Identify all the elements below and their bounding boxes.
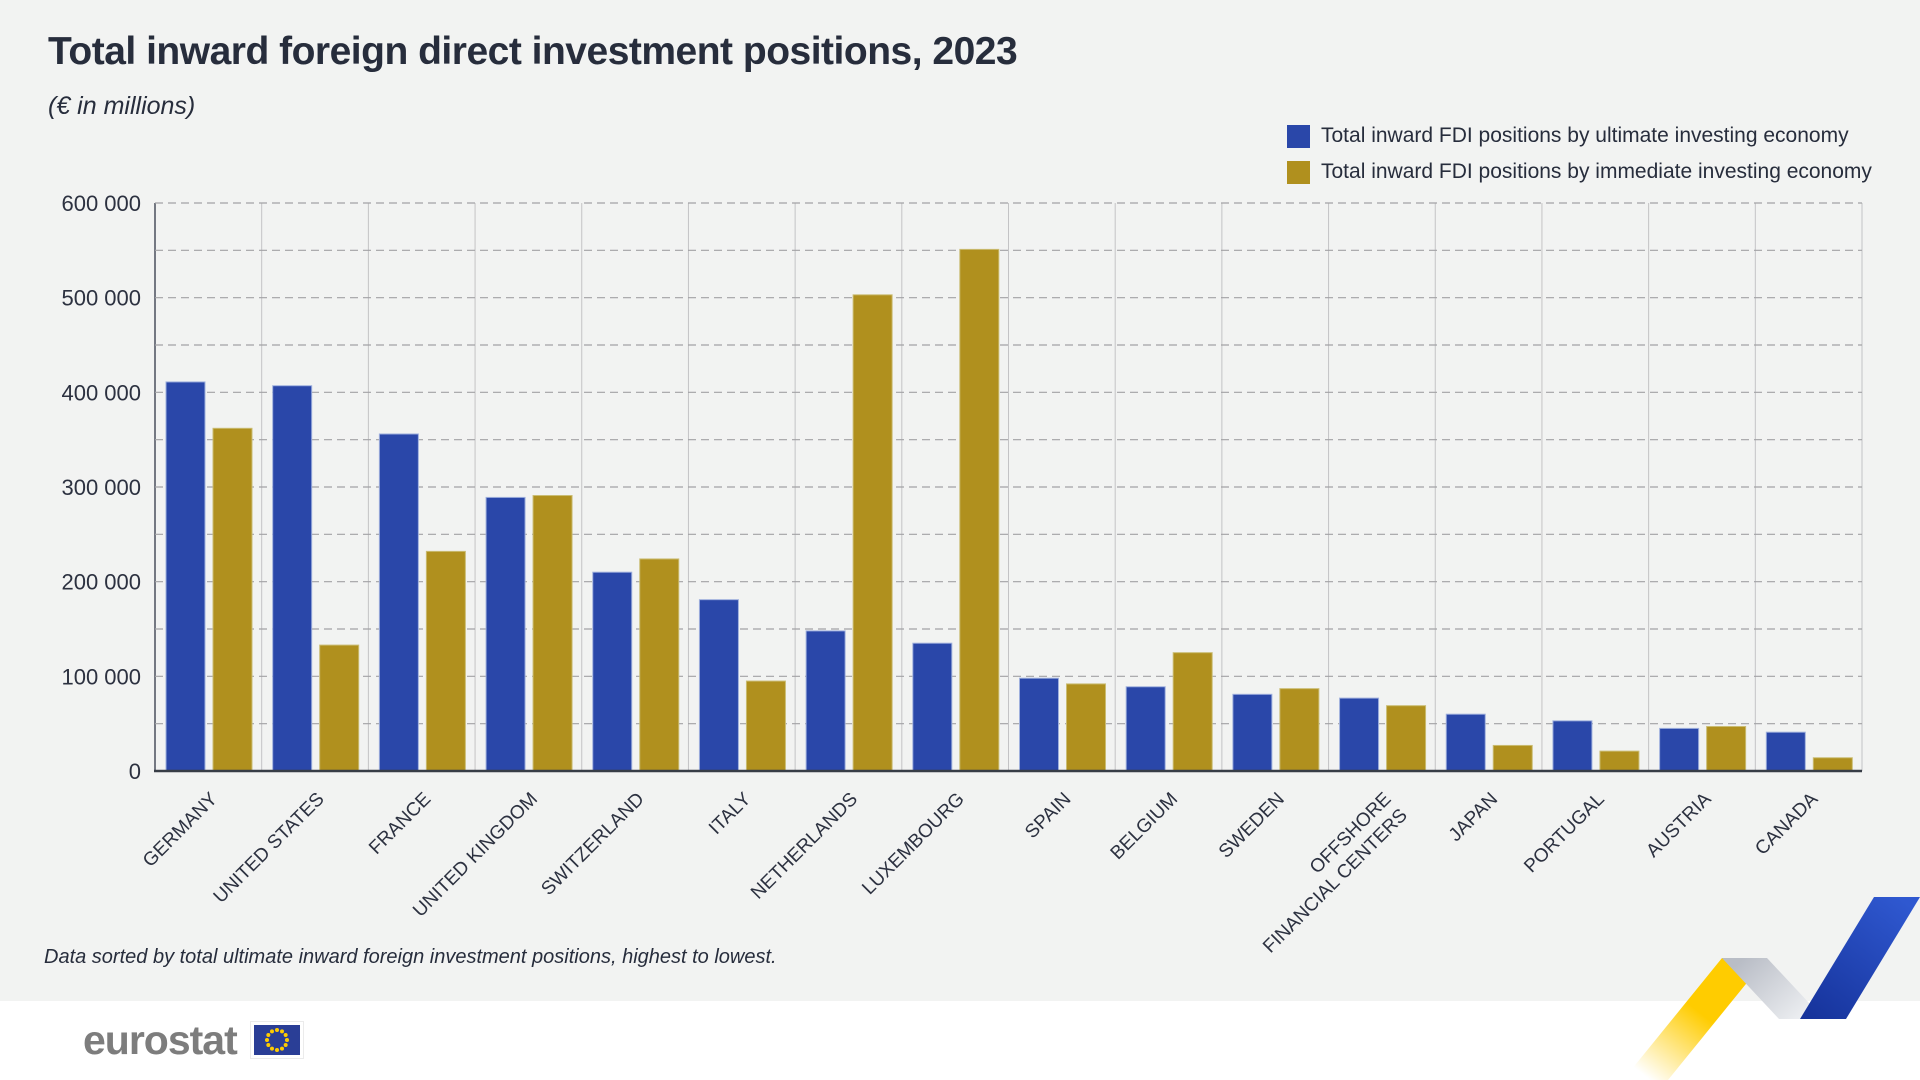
bar-immediate-14	[1706, 726, 1747, 772]
bar-ultimate-12	[1445, 713, 1486, 772]
eu-flag-star-icon	[274, 1028, 279, 1032]
bar-immediate-4	[639, 558, 680, 772]
bar-immediate-15	[1812, 757, 1853, 772]
eu-flag-star-icon	[279, 1046, 284, 1051]
bar-immediate-6	[852, 294, 893, 772]
y-tick-label: 500 000	[61, 286, 141, 311]
bar-immediate-7	[959, 248, 1000, 772]
y-tick-label: 300 000	[61, 475, 141, 500]
legend-swatch-gold-icon	[1287, 160, 1310, 184]
bar-immediate-9	[1172, 652, 1213, 772]
bar-ultimate-7	[912, 642, 953, 772]
x-category-label: SWITZERLAND	[537, 789, 648, 900]
bar-ultimate-13	[1552, 720, 1593, 772]
bar-ultimate-15	[1765, 731, 1806, 772]
x-category-label: NETHERLANDS	[747, 789, 862, 904]
bar-ultimate-5	[698, 599, 739, 772]
bar-ultimate-11	[1339, 697, 1380, 772]
chart-legend: Total inward FDI positions by ultimate i…	[1287, 124, 1872, 184]
y-tick-label: 100 000	[61, 664, 141, 689]
eu-flag-star-icon	[266, 1043, 271, 1047]
footer-band	[0, 1001, 1920, 1080]
x-category-label: LUXEMBOURG	[858, 789, 968, 899]
eu-flag-star-icon	[274, 1048, 279, 1052]
x-category-label: SWEDEN	[1215, 789, 1289, 863]
page-title: Total inward foreign direct investment p…	[48, 30, 1018, 73]
y-tick-label: 600 000	[61, 191, 141, 216]
x-category-label: ITALY	[705, 788, 755, 838]
bar-immediate-1	[319, 644, 360, 772]
bar-ultimate-6	[805, 630, 846, 772]
x-category-label: GERMANY	[139, 788, 222, 871]
bar-immediate-10	[1279, 688, 1320, 772]
bar-chart: 0 100 000 200 000 300 000 400 000 500 000 600 …	[61, 191, 1863, 957]
bar-ultimate-3	[485, 496, 526, 772]
bar-ultimate-4	[592, 571, 633, 772]
eu-flag-star-icon	[264, 1038, 269, 1042]
page-subtitle: (€ in millions)	[48, 92, 196, 120]
x-category-label: FRANCE	[365, 789, 435, 859]
legend-swatch-blue-icon	[1287, 124, 1310, 148]
legend-item-immediate: Total inward FDI positions by immediate …	[1287, 160, 1872, 184]
x-category-label: PORTUGAL	[1520, 789, 1609, 878]
x-category-label: JAPAN	[1445, 789, 1502, 846]
eu-flag-star-icon	[269, 1029, 274, 1034]
x-category-label: CANADA	[1751, 788, 1822, 859]
bar-ultimate-2	[378, 433, 419, 772]
x-category-label: BELGIUM	[1107, 789, 1182, 864]
legend-label: Total inward FDI positions by ultimate i…	[1321, 124, 1849, 147]
bar-immediate-0	[212, 427, 253, 772]
bar-immediate-13	[1599, 750, 1640, 772]
eu-flag-star-icon	[284, 1038, 289, 1042]
bar-ultimate-14	[1659, 727, 1700, 772]
y-tick-label: 200 000	[61, 570, 141, 595]
eu-flag-star-icon	[283, 1043, 288, 1047]
eu-flag-star-icon	[266, 1033, 271, 1037]
bar-immediate-8	[1066, 683, 1106, 772]
eu-flag-icon	[250, 1022, 303, 1058]
eurostat-wordmark: eurostat	[83, 1016, 238, 1063]
x-category-label: AUSTRIA	[1642, 788, 1715, 861]
bar-ultimate-8	[1019, 677, 1059, 772]
eu-flag-star-icon	[269, 1046, 274, 1051]
bar-immediate-11	[1386, 705, 1427, 772]
x-category-label: UNITED STATES	[210, 789, 329, 908]
legend-label: Total inward FDI positions by immediate …	[1321, 160, 1872, 183]
chart-footnote: Data sorted by total ultimate inward for…	[44, 946, 777, 968]
bar-immediate-5	[745, 680, 786, 772]
bar-immediate-12	[1492, 744, 1533, 772]
eu-flag-star-icon	[279, 1029, 284, 1034]
y-tick-label: 400 000	[61, 380, 141, 405]
bar-ultimate-0	[165, 381, 206, 772]
eurostat-logo: eurostat	[83, 1014, 303, 1066]
eu-flag-star-icon	[283, 1033, 288, 1037]
y-tick-label: 0	[129, 759, 141, 784]
bar-immediate-2	[425, 550, 466, 772]
legend-item-ultimate: Total inward FDI positions by ultimate i…	[1287, 124, 1872, 148]
x-category-label: SPAIN	[1021, 789, 1075, 843]
bar-immediate-3	[532, 495, 573, 772]
bar-ultimate-10	[1232, 693, 1273, 772]
bar-ultimate-9	[1125, 686, 1166, 772]
bar-ultimate-1	[272, 385, 313, 772]
